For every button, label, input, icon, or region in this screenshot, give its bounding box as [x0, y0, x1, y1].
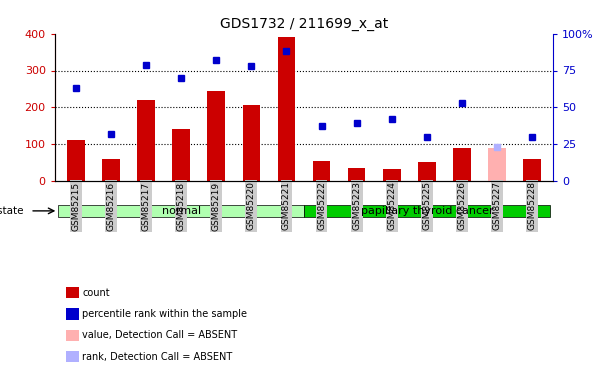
Text: GSM85222: GSM85222 [317, 182, 326, 230]
Text: GSM85220: GSM85220 [247, 182, 256, 231]
Text: GSM85215: GSM85215 [71, 182, 80, 231]
Bar [304, 205, 550, 218]
Text: disease state: disease state [0, 206, 23, 216]
Text: GSM85221: GSM85221 [282, 182, 291, 231]
Bar [102, 159, 120, 181]
Bar [523, 159, 541, 181]
Text: papillary thyroid cancer: papillary thyroid cancer [361, 206, 493, 216]
Text: GSM85226: GSM85226 [457, 182, 466, 231]
Bar [137, 100, 155, 181]
Bar [488, 148, 506, 181]
Bar [383, 169, 401, 181]
Text: count: count [82, 288, 109, 297]
Bar [278, 38, 295, 181]
Bar [207, 91, 225, 181]
Text: GSM85223: GSM85223 [352, 182, 361, 231]
Bar [313, 160, 330, 181]
Title: GDS1732 / 211699_x_at: GDS1732 / 211699_x_at [220, 17, 388, 32]
Text: GSM85225: GSM85225 [423, 182, 432, 231]
Text: rank, Detection Call = ABSENT: rank, Detection Call = ABSENT [82, 352, 232, 362]
Text: value, Detection Call = ABSENT: value, Detection Call = ABSENT [82, 330, 237, 340]
Text: GSM85218: GSM85218 [176, 182, 185, 231]
Text: GSM85216: GSM85216 [106, 182, 116, 231]
Text: GSM85228: GSM85228 [528, 182, 537, 231]
Bar [58, 205, 304, 218]
Text: percentile rank within the sample: percentile rank within the sample [82, 309, 247, 319]
Bar [67, 140, 85, 181]
Bar [348, 168, 365, 181]
Bar [418, 162, 436, 181]
Text: GSM85224: GSM85224 [387, 182, 396, 230]
Bar [243, 105, 260, 181]
Bar [453, 148, 471, 181]
Text: GSM85219: GSM85219 [212, 182, 221, 231]
Text: normal: normal [162, 206, 201, 216]
Text: GSM85217: GSM85217 [142, 182, 151, 231]
Bar [172, 129, 190, 181]
Text: GSM85227: GSM85227 [492, 182, 502, 231]
